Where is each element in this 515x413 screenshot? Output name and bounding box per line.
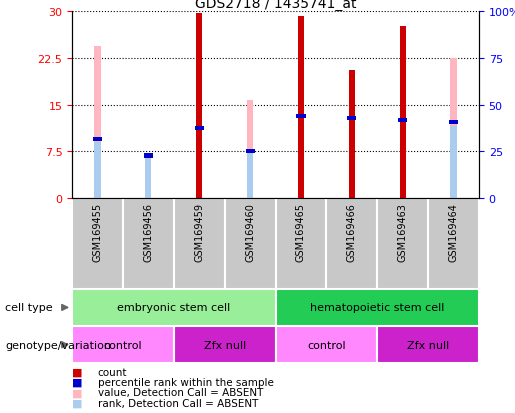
Text: ■: ■ — [72, 387, 82, 397]
Bar — [145, 156, 151, 198]
Bar — [174, 198, 225, 289]
Bar — [246, 150, 255, 154]
Text: Zfx null: Zfx null — [407, 340, 449, 350]
Text: ■: ■ — [72, 367, 82, 377]
Bar — [349, 71, 355, 198]
Bar — [377, 326, 479, 363]
Bar — [449, 121, 458, 125]
Bar — [276, 289, 479, 326]
Bar — [347, 117, 356, 121]
Bar — [428, 198, 479, 289]
Text: ■: ■ — [72, 398, 82, 408]
Text: value, Detection Call = ABSENT: value, Detection Call = ABSENT — [98, 387, 263, 397]
Text: genotype/variation: genotype/variation — [5, 340, 111, 350]
Bar — [123, 198, 174, 289]
Bar — [276, 326, 377, 363]
Text: control: control — [307, 340, 346, 350]
Text: rank, Detection Call = ABSENT: rank, Detection Call = ABSENT — [98, 398, 258, 408]
Bar — [195, 127, 204, 131]
Bar — [400, 27, 406, 198]
Bar — [398, 119, 407, 123]
Bar — [276, 198, 327, 289]
Bar — [196, 14, 202, 198]
Bar — [94, 142, 100, 198]
Text: GSM169455: GSM169455 — [93, 203, 102, 262]
Text: GSM169460: GSM169460 — [245, 203, 255, 261]
Bar — [327, 198, 377, 289]
Text: GSM169464: GSM169464 — [449, 203, 458, 261]
Title: GDS2718 / 1435741_at: GDS2718 / 1435741_at — [195, 0, 356, 12]
Text: count: count — [98, 367, 127, 377]
Bar — [298, 17, 304, 198]
Text: GSM169456: GSM169456 — [143, 203, 153, 262]
Text: percentile rank within the sample: percentile rank within the sample — [98, 377, 274, 387]
Text: cell type: cell type — [5, 303, 53, 313]
Text: GSM169463: GSM169463 — [398, 203, 408, 261]
Bar — [296, 114, 305, 119]
Text: Zfx null: Zfx null — [203, 340, 246, 350]
Text: GSM169465: GSM169465 — [296, 203, 306, 262]
Bar — [174, 326, 276, 363]
Bar — [72, 326, 174, 363]
Text: hematopoietic stem cell: hematopoietic stem cell — [310, 303, 444, 313]
Text: GSM169466: GSM169466 — [347, 203, 357, 261]
Bar — [72, 198, 123, 289]
Bar — [247, 152, 253, 198]
Bar — [247, 100, 253, 198]
Bar — [225, 198, 276, 289]
Bar — [94, 47, 100, 198]
Text: control: control — [104, 340, 142, 350]
Bar — [72, 289, 276, 326]
Bar — [377, 198, 428, 289]
Bar — [93, 137, 102, 142]
Text: embryonic stem cell: embryonic stem cell — [117, 303, 230, 313]
Bar — [451, 127, 457, 198]
Text: GSM169459: GSM169459 — [194, 203, 204, 262]
Bar — [144, 154, 153, 158]
Text: ■: ■ — [72, 377, 82, 387]
Bar — [451, 59, 457, 198]
